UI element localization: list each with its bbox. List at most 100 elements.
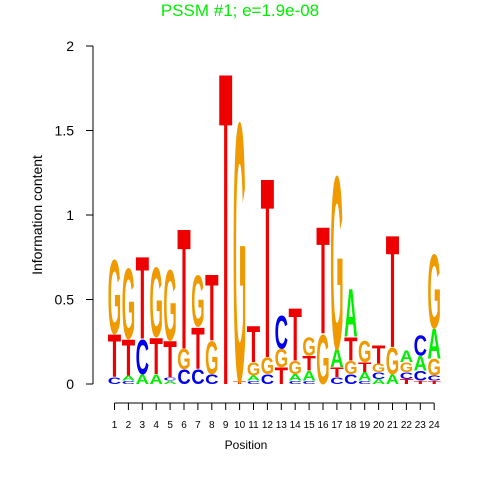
- x-tick-label: 15: [304, 420, 316, 431]
- x-tick-label: 7: [195, 420, 201, 431]
- logo-letter-c: C: [428, 374, 441, 382]
- logo-letter-t: T: [136, 231, 149, 363]
- logo-letter-t: T: [191, 317, 204, 382]
- logo-letter-t: T: [275, 362, 288, 389]
- logo-letter-g: G: [163, 249, 176, 362]
- logo-letter-c: C: [289, 380, 303, 385]
- logo-letter-t: T: [150, 328, 163, 385]
- logo-letter-g: G: [372, 363, 385, 376]
- chart-title: PSSM #1; e=1.9e-08: [161, 1, 319, 20]
- logo-letter-g: G: [302, 332, 315, 361]
- logo-letter-g: G: [316, 319, 329, 399]
- x-tick-label: 11: [248, 420, 259, 431]
- x-tick-label: 2: [126, 420, 132, 431]
- logo-column: ACT: [136, 231, 149, 387]
- logo-letter-c: C: [344, 372, 357, 387]
- logo-letter-c: C: [372, 371, 386, 381]
- x-tick-label: 12: [262, 420, 274, 431]
- x-tick-label: 1: [112, 420, 118, 431]
- logo-letter-t: T: [205, 255, 218, 361]
- x-tick-label: 5: [167, 420, 173, 431]
- x-tick-label: 14: [290, 420, 302, 431]
- logo-letter-c: C: [414, 330, 427, 362]
- logo-letter-c: C: [191, 366, 204, 389]
- logo-letter-t: T: [344, 331, 357, 368]
- logo-letter-c: C: [330, 376, 344, 386]
- y-axis: 0 0.5 1 1.5 2: [55, 38, 94, 392]
- logo-letter-g: G: [428, 233, 441, 352]
- y-tick-label: 1.5: [55, 123, 75, 139]
- x-tick-label: 8: [209, 420, 215, 431]
- logo-letter-a: A: [358, 371, 371, 384]
- logo-letter-a: A: [344, 275, 357, 351]
- logo-letter-c: C: [247, 380, 261, 385]
- logo-letter-a: A: [163, 380, 177, 385]
- logo-letter-t: T: [247, 316, 260, 373]
- logo-letter-g: G: [289, 357, 302, 378]
- x-tick-label: 24: [429, 420, 441, 431]
- logo-column: CTG: [108, 238, 122, 390]
- logo-letter-a: A: [136, 372, 149, 387]
- logo-letter-g: G: [122, 248, 135, 361]
- x-axis-label: Position: [225, 438, 268, 452]
- y-axis-label: Information content: [29, 155, 45, 275]
- logo-letter-c: C: [414, 369, 427, 384]
- x-tick-label: 13: [276, 420, 288, 431]
- y-tick-label: 0.5: [55, 292, 75, 308]
- logo-letter-c: C: [108, 376, 122, 386]
- logo-letter-g: G: [191, 262, 204, 343]
- logo-letter-g: G: [275, 344, 288, 373]
- x-tick-label: 6: [181, 420, 187, 431]
- logo-letter-g: G: [344, 357, 357, 378]
- logo-letter-a: A: [302, 369, 315, 384]
- logo-letter-a: A: [400, 347, 414, 366]
- logo-letter-g: G: [358, 335, 371, 370]
- logo-letter-t: T: [219, 0, 232, 480]
- logo-letter-c: C: [205, 372, 218, 387]
- logo-letter-t: T: [261, 124, 274, 411]
- logo-letter-t: T: [289, 292, 302, 376]
- y-tick-label: 2: [66, 38, 74, 54]
- x-tick-label: 17: [331, 420, 343, 431]
- logo-column: AGT: [386, 202, 399, 387]
- logo-letter-a: A: [289, 373, 303, 383]
- y-tick-label: 1: [66, 207, 74, 223]
- logo-letter-g: G: [108, 238, 121, 357]
- logo-letter-t: T: [316, 196, 329, 367]
- x-tick-label: 9: [223, 420, 229, 431]
- logo-letter-t: T: [302, 351, 315, 376]
- logo-letter-c: C: [163, 376, 177, 381]
- logo-column: CTG: [191, 262, 204, 389]
- logo-letter-c: C: [261, 372, 274, 387]
- logo-letter-a: A: [414, 352, 427, 375]
- logo-letter-c: C: [400, 371, 414, 381]
- logo-letter-g: G: [233, 46, 246, 460]
- logo-column: T: [219, 0, 232, 480]
- logo-letter-c: C: [122, 380, 136, 385]
- x-tick-label: 18: [345, 420, 357, 431]
- logo-letter-a: A: [428, 320, 441, 368]
- logo-letter-a: A: [386, 372, 399, 387]
- x-tick-label: 19: [359, 420, 371, 431]
- x-tick-label: 16: [317, 420, 329, 431]
- logo-column: ATG: [150, 249, 163, 388]
- logo-column: GT: [316, 196, 329, 399]
- x-tick-label: 21: [387, 420, 399, 431]
- logo-column: CGT: [261, 124, 274, 411]
- logo-column: TG: [233, 46, 247, 460]
- logo-letter-t: T: [233, 380, 247, 385]
- logo-letter-t: T: [358, 359, 372, 375]
- logo-letter-a: A: [372, 377, 385, 385]
- x-tick-label: 22: [401, 420, 413, 431]
- logo-letter-t: T: [108, 321, 121, 390]
- logo-letter-t: T: [400, 378, 413, 386]
